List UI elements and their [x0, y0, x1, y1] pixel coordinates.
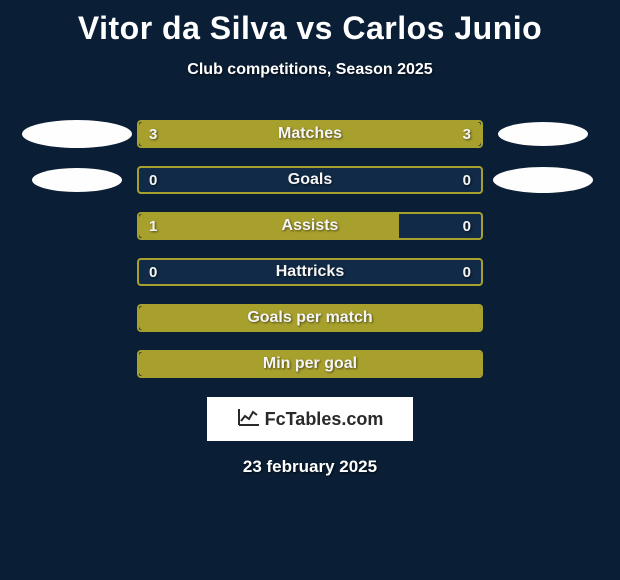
- stats-container: 33Matches00Goals10Assists00HattricksGoal…: [0, 111, 620, 387]
- right-side: [483, 167, 603, 193]
- bar-fill-left: [139, 306, 481, 330]
- stat-bar: 00Goals: [137, 166, 483, 194]
- player-marker-left: [32, 168, 122, 192]
- bar-fill-left: [139, 214, 399, 238]
- stat-value-left: 1: [149, 212, 157, 240]
- left-side: [17, 120, 137, 148]
- left-side: [17, 168, 137, 192]
- bar-fill-right: [310, 122, 481, 146]
- bar-background: [137, 258, 483, 286]
- stat-row: 33Matches: [0, 111, 620, 157]
- right-side: [483, 122, 603, 146]
- chart-icon: [237, 407, 261, 432]
- stat-value-right: 0: [463, 258, 471, 286]
- player-marker-right: [498, 122, 588, 146]
- subtitle: Club competitions, Season 2025: [0, 61, 620, 79]
- stat-row: 00Hattricks: [0, 249, 620, 295]
- stat-value-right: 0: [463, 166, 471, 194]
- bar-fill-left: [139, 122, 310, 146]
- stat-row: 00Goals: [0, 157, 620, 203]
- bar-background: [137, 304, 483, 332]
- footer-date: 23 february 2025: [0, 457, 620, 477]
- stat-bar: 00Hattricks: [137, 258, 483, 286]
- logo-text: FcTables.com: [265, 409, 384, 430]
- stat-value-right: 3: [463, 120, 471, 148]
- logo-box: FcTables.com: [207, 397, 413, 441]
- bar-background: [137, 166, 483, 194]
- stat-row: Goals per match: [0, 295, 620, 341]
- player-marker-left: [22, 120, 132, 148]
- player-marker-right: [493, 167, 593, 193]
- stat-row: Min per goal: [0, 341, 620, 387]
- stat-bar: 33Matches: [137, 120, 483, 148]
- stat-bar: Goals per match: [137, 304, 483, 332]
- bar-background: [137, 120, 483, 148]
- bar-fill-left: [139, 352, 481, 376]
- stat-value-right: 0: [463, 212, 471, 240]
- stat-value-left: 0: [149, 166, 157, 194]
- bar-background: [137, 350, 483, 378]
- page-title: Vitor da Silva vs Carlos Junio: [0, 0, 620, 47]
- bar-background: [137, 212, 483, 240]
- stat-value-left: 3: [149, 120, 157, 148]
- stat-bar: Min per goal: [137, 350, 483, 378]
- stat-row: 10Assists: [0, 203, 620, 249]
- stat-value-left: 0: [149, 258, 157, 286]
- stat-bar: 10Assists: [137, 212, 483, 240]
